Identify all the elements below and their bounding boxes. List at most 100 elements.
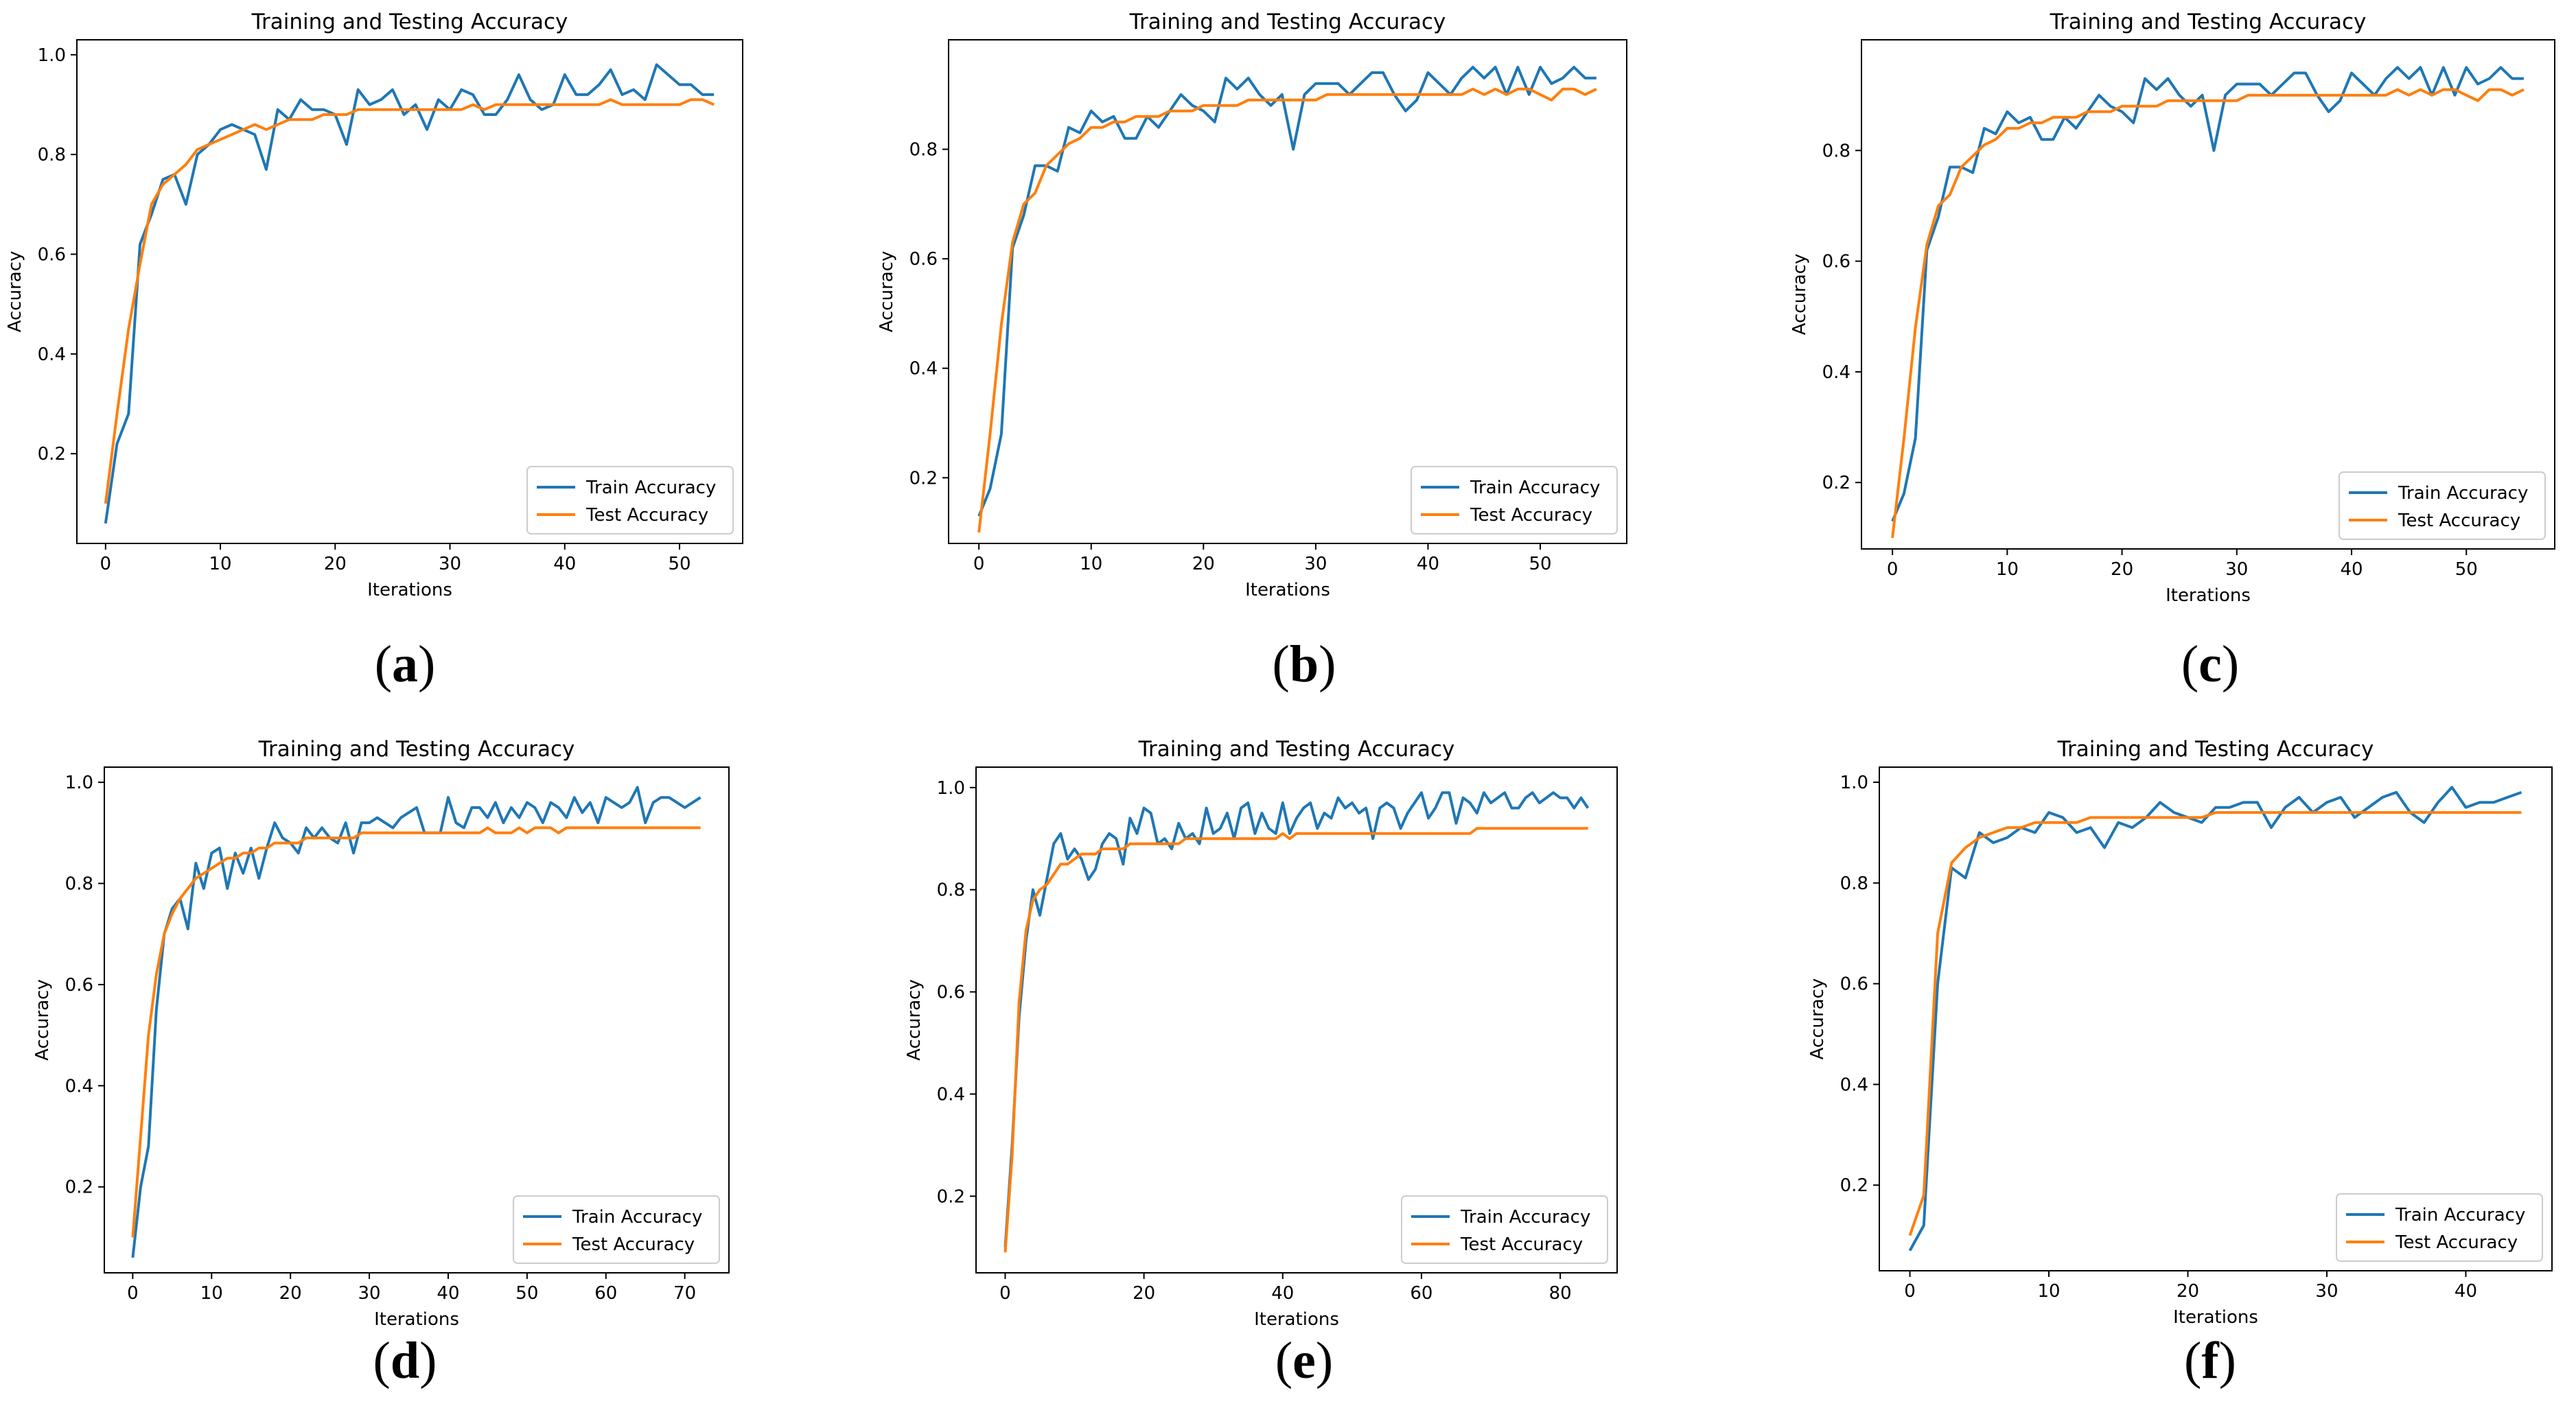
x-tick-label: 20 xyxy=(2177,1281,2199,1302)
y-axis-label: Accuracy xyxy=(904,979,925,1061)
x-tick-label: 0 xyxy=(1904,1281,1916,1302)
y-tick-label: 0.8 xyxy=(38,145,66,165)
chart-panel-f: Training and Testing Accuracy 0 10 20 30 40 0.… xyxy=(1778,727,2576,1408)
test-accuracy-line xyxy=(1908,811,2522,1236)
legend-box xyxy=(1401,1195,1608,1264)
y-tick-label: 0.2 xyxy=(937,1186,965,1207)
test-accuracy-line xyxy=(977,87,1597,533)
panel-label-b: (b) xyxy=(1272,635,1336,693)
legend-box xyxy=(2339,471,2546,540)
y-axis-label: Accuracy xyxy=(877,251,897,333)
y-tick-label: 0.8 xyxy=(909,140,938,161)
x-tick-label: 30 xyxy=(1304,554,1327,574)
legend: Train Accuracy Test Accuracy xyxy=(1411,466,1618,535)
y-axis-label: Accuracy xyxy=(1789,254,1810,336)
x-tick-label: 60 xyxy=(1410,1283,1432,1304)
y-tick-label: 1.0 xyxy=(1840,773,1868,793)
panel-label-d: (d) xyxy=(373,1332,437,1389)
x-tick-label: 40 xyxy=(2455,1281,2477,1302)
panel-label-f: (f) xyxy=(2184,1332,2236,1389)
y-tick-label: 0.4 xyxy=(1822,362,1850,383)
chart-c: Training and Testing Accuracy 0 10 20 30 40 50… xyxy=(1789,10,2555,606)
x-tick-label: 20 xyxy=(1133,1283,1155,1304)
y-tick-label: 1.0 xyxy=(65,773,93,793)
legend: Train Accuracy Test Accuracy xyxy=(513,1195,720,1264)
x-tick-label: 30 xyxy=(2315,1281,2338,1302)
train-accuracy-line xyxy=(977,65,1597,517)
x-tick-label: 20 xyxy=(279,1283,302,1304)
legend-test-label: Test Accuracy xyxy=(1460,1234,1583,1255)
y-axis-label: Accuracy xyxy=(1807,978,1828,1060)
x-axis-label: Iterations xyxy=(2166,585,2251,606)
y-tick-label: 0.4 xyxy=(909,359,938,379)
train-accuracy-line xyxy=(131,786,701,1258)
y-axis-label: Accuracy xyxy=(32,979,53,1061)
legend: Train Accuracy Test Accuracy xyxy=(2336,1193,2543,1262)
legend-train-label: Train Accuracy xyxy=(1460,1207,1590,1228)
y-axis-label: Accuracy xyxy=(5,251,25,333)
x-tick-label: 50 xyxy=(668,554,691,574)
legend-test-label: Test Accuracy xyxy=(1470,505,1592,526)
y-tick-label: 0.2 xyxy=(1840,1175,1868,1196)
y-tick-label: 0.2 xyxy=(65,1177,93,1198)
train-accuracy-line xyxy=(1003,791,1590,1247)
train-accuracy-line xyxy=(1908,786,2522,1252)
legend-train-label: Train Accuracy xyxy=(2395,1205,2525,1225)
y-tick-label: 1.0 xyxy=(937,778,965,799)
legend-box xyxy=(2336,1193,2543,1262)
panel-label-a: (a) xyxy=(374,635,436,693)
y-tick-label: 0.8 xyxy=(1822,141,1850,161)
plot-frame xyxy=(975,766,1618,1274)
x-tick-label: 20 xyxy=(324,554,347,574)
x-tick-label: 30 xyxy=(2225,559,2248,580)
chart-title: Training and Testing Accuracy xyxy=(1138,737,1455,762)
y-tick-label: 0.6 xyxy=(937,983,965,1003)
chart-panel-a: Training and Testing Accuracy 0 10 20 30 40 50… xyxy=(0,0,789,700)
chart-panel-d: Training and Testing Accuracy 0 10 20 30 40 50… xyxy=(0,727,789,1408)
legend-box xyxy=(513,1195,720,1264)
chart-title: Training and Testing Accuracy xyxy=(251,10,568,34)
x-axis-label: Iterations xyxy=(1245,580,1330,600)
train-accuracy-line xyxy=(104,63,715,524)
x-tick-label: 0 xyxy=(973,554,985,574)
test-accuracy-line xyxy=(104,98,715,504)
legend-train-label: Train Accuracy xyxy=(2398,483,2528,504)
x-tick-label: 0 xyxy=(127,1283,139,1304)
y-tick-label: 0.2 xyxy=(1822,473,1850,493)
legend-test-label: Test Accuracy xyxy=(585,505,708,526)
chart-d: Training and Testing Accuracy 0 10 20 30 40 50… xyxy=(32,737,730,1330)
test-accuracy-line xyxy=(1891,88,2525,539)
chart-title: Training and Testing Accuracy xyxy=(258,737,575,762)
y-tick-label: 0.6 xyxy=(65,975,93,996)
legend-box xyxy=(1411,466,1618,535)
y-tick-label: 0.2 xyxy=(38,444,66,465)
plot-frame xyxy=(76,39,743,544)
chart-panel-c: Training and Testing Accuracy 0 10 20 30 40 50… xyxy=(1778,0,2576,700)
x-tick-label: 0 xyxy=(1887,559,1899,580)
x-tick-label: 40 xyxy=(2340,559,2363,580)
x-tick-label: 10 xyxy=(1996,559,2019,580)
x-tick-label: 40 xyxy=(1417,554,1439,574)
x-axis-label: Iterations xyxy=(374,1309,459,1330)
legend-test-label: Test Accuracy xyxy=(2395,1232,2518,1253)
x-tick-label: 20 xyxy=(2111,559,2133,580)
chart-title: Training and Testing Accuracy xyxy=(2057,737,2374,762)
chart-f: Training and Testing Accuracy 0 10 20 30 40 0.… xyxy=(1807,737,2553,1328)
legend-train-label: Train Accuracy xyxy=(1470,478,1600,498)
x-tick-label: 50 xyxy=(515,1283,538,1304)
legend-test-label: Test Accuracy xyxy=(572,1234,695,1255)
legend-test-label: Test Accuracy xyxy=(2398,511,2520,531)
chart-e: Training and Testing Accuracy 0 20 40 60 80 0.… xyxy=(904,737,1618,1330)
x-tick-label: 30 xyxy=(358,1283,381,1304)
chart-title: Training and Testing Accuracy xyxy=(1129,10,1446,34)
panel-label-e: (e) xyxy=(1275,1332,1334,1389)
test-accuracy-line xyxy=(1003,827,1588,1253)
legend: Train Accuracy Test Accuracy xyxy=(2339,471,2546,540)
train-accuracy-line xyxy=(1891,66,2524,522)
x-tick-label: 40 xyxy=(437,1283,459,1304)
chart-title: Training and Testing Accuracy xyxy=(2050,10,2367,34)
y-tick-label: 0.8 xyxy=(937,880,965,901)
plot-frame xyxy=(948,39,1627,544)
legend: Train Accuracy Test Accuracy xyxy=(526,466,734,535)
plot-frame xyxy=(104,766,730,1274)
